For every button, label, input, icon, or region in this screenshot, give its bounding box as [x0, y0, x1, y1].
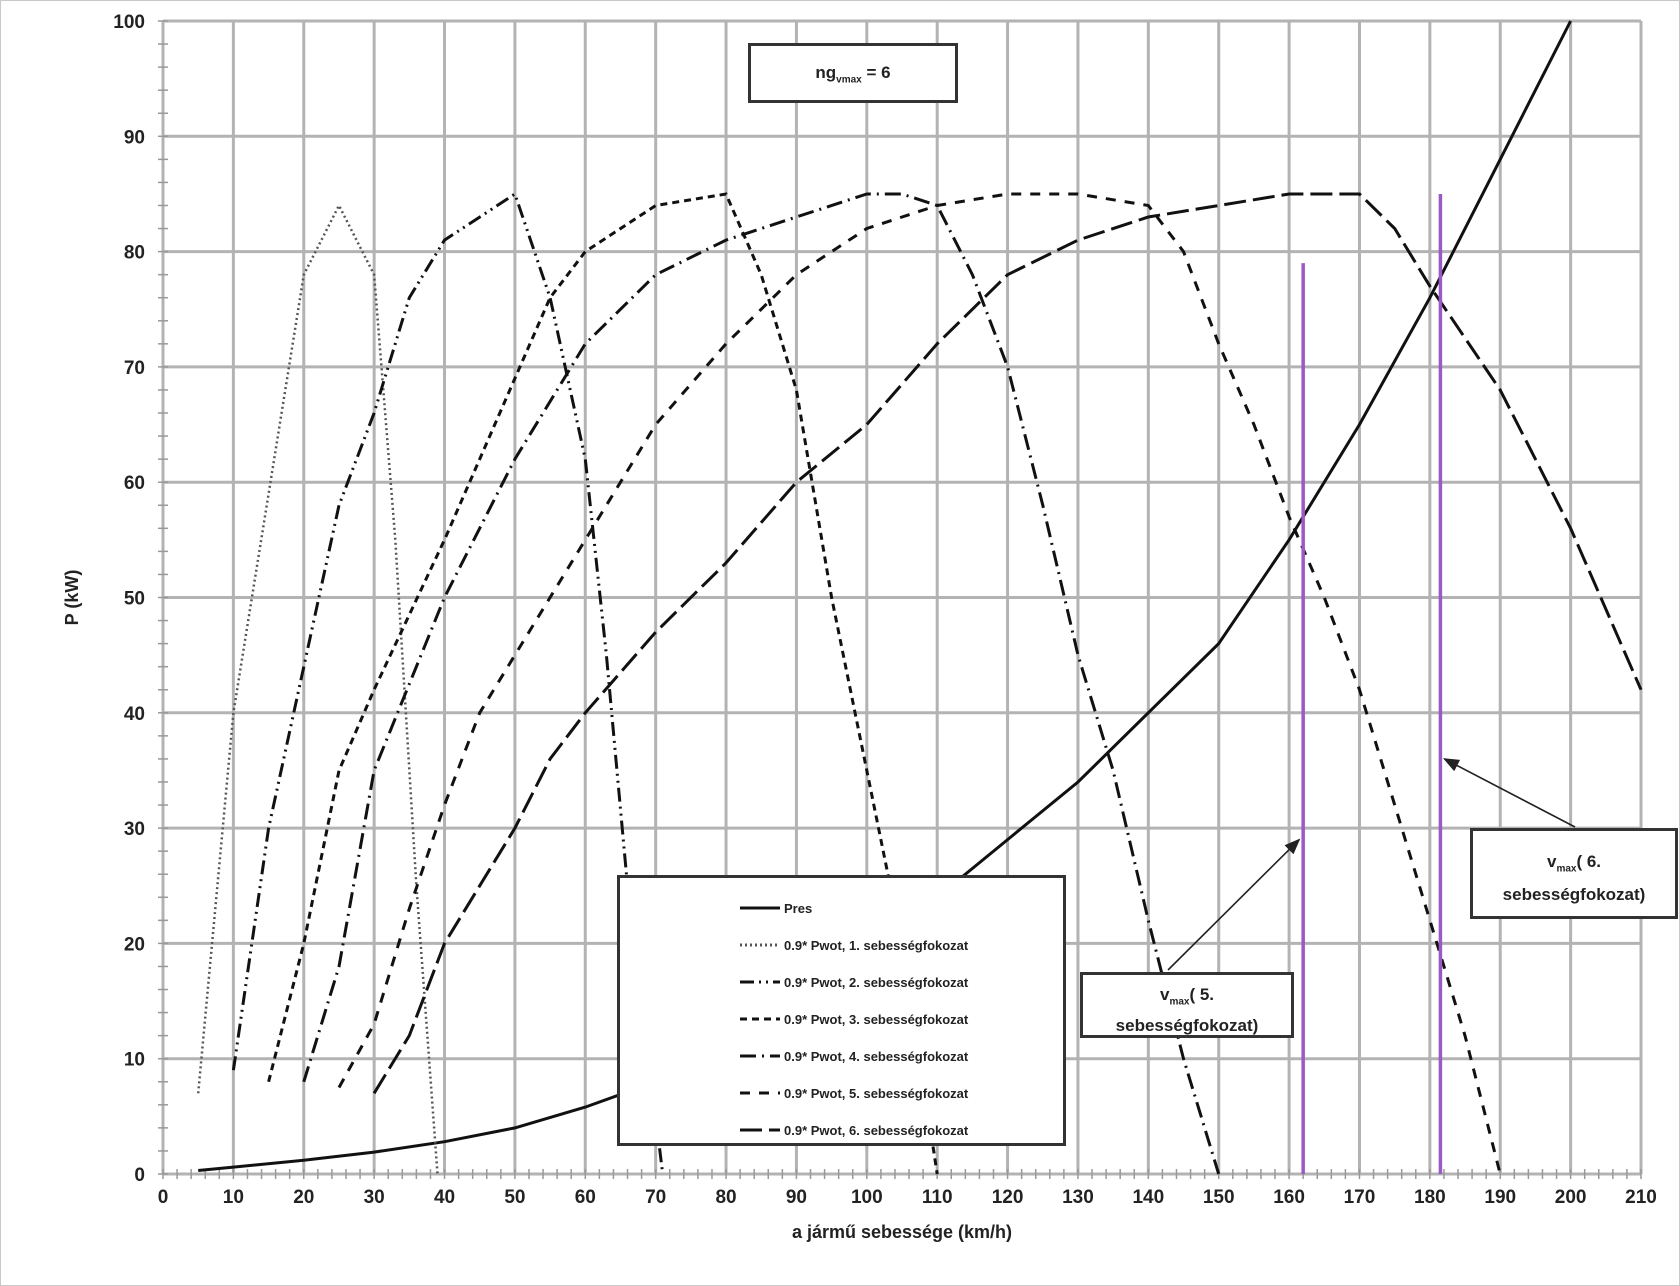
series-line-5 — [337, 192, 1502, 1175]
y-axis-label: P (kW) — [62, 570, 82, 626]
x-tick-label: 160 — [1273, 1187, 1305, 1208]
series-line-4 — [302, 192, 1221, 1175]
legend-item: 0.9* Pwot, 2. sebességfokozat — [740, 972, 968, 992]
legend-item: 0.9* Pwot, 6. sebességfokozat — [740, 1120, 968, 1140]
legend-label: 0.9* Pwot, 3. sebességfokozat — [784, 1011, 969, 1027]
x-tick-label: 80 — [715, 1187, 736, 1208]
x-tick-label: 20 — [293, 1187, 314, 1208]
gear-box-sub: vmax — [836, 74, 862, 86]
x-tick-label: 100 — [851, 1187, 883, 1208]
x-tick-label: 60 — [575, 1187, 596, 1208]
x-tick-label: 170 — [1344, 1187, 1376, 1208]
legend-item: 0.9* Pwot, 1. sebességfokozat — [740, 935, 968, 955]
vmax6-box: vmax( 6. sebességfokozat) — [1470, 828, 1678, 919]
legend-swatch — [740, 906, 780, 910]
series-line-1 — [196, 202, 439, 1175]
legend-label: 0.9* Pwot, 5. sebességfokozat — [784, 1085, 969, 1101]
legend-label: 0.9* Pwot, 2. sebességfokozat — [784, 974, 969, 990]
legend-swatch — [740, 943, 780, 947]
legend-swatch — [740, 1017, 780, 1021]
y-tick-label: 90 — [124, 127, 145, 148]
series-line-3 — [267, 192, 939, 1175]
x-tick-label: 30 — [364, 1187, 385, 1208]
vmax5-line2: sebességfokozat) — [1115, 1016, 1259, 1036]
gear-box-main: ng — [815, 63, 837, 82]
vmax6-main: v — [1546, 852, 1557, 871]
legend-item: Pres — [740, 898, 812, 918]
y-tick-label: 30 — [124, 819, 145, 840]
y-tick-label: 60 — [124, 473, 145, 494]
legend-swatch — [740, 1128, 780, 1132]
x-axis-label: a jármű sebessége (km/h) — [792, 1222, 1012, 1242]
x-tick-label: 210 — [1625, 1187, 1657, 1208]
x-tick-label: 110 — [922, 1187, 953, 1208]
vmax5-line1: ( 5. — [1189, 985, 1215, 1004]
series-line-6 — [372, 192, 1643, 1095]
series-line-2 — [231, 191, 665, 1175]
gear-box-rest: = 6 — [861, 63, 891, 82]
vmax6-sub: max — [1556, 863, 1577, 875]
x-tick-label: 150 — [1203, 1187, 1235, 1208]
x-tick-label: 90 — [786, 1187, 807, 1208]
legend-item: 0.9* Pwot, 4. sebességfokozat — [740, 1046, 968, 1066]
vmax5-arrow — [1167, 838, 1301, 971]
y-tick-label: 50 — [124, 589, 145, 610]
legend-swatch — [740, 980, 780, 984]
vmax6-line1: ( 6. — [1576, 852, 1602, 871]
x-tick-label: 40 — [434, 1187, 455, 1208]
legend-item: 0.9* Pwot, 5. sebességfokozat — [740, 1083, 968, 1103]
y-tick-label: 0 — [134, 1165, 145, 1186]
vmax5-sub: max — [1169, 996, 1190, 1008]
y-tick-label: 40 — [124, 704, 145, 725]
y-tick-label: 100 — [113, 12, 145, 33]
vmax6-line2: sebességfokozat) — [1502, 885, 1646, 905]
x-tick-label: 180 — [1414, 1187, 1446, 1208]
legend-swatch — [740, 1054, 780, 1058]
x-tick-label: 50 — [504, 1187, 525, 1208]
y-tick-label: 10 — [124, 1050, 145, 1071]
x-tick-label: 200 — [1555, 1187, 1587, 1208]
x-tick-label: 0 — [158, 1187, 169, 1208]
legend-label: 0.9* Pwot, 6. sebességfokozat — [784, 1122, 969, 1138]
x-tick-label: 10 — [223, 1187, 244, 1208]
y-tick-label: 20 — [124, 934, 145, 955]
y-tick-label: 70 — [124, 358, 145, 379]
vmax5-main: v — [1159, 985, 1170, 1004]
vmax6-arrow — [1442, 758, 1576, 828]
legend: Pres 0.9* Pwot, 1. sebességfokozat 0.9* Pw… — [617, 875, 1066, 1146]
x-tick-label: 140 — [1132, 1187, 1164, 1208]
x-tick-label: 130 — [1062, 1187, 1094, 1208]
legend-label: 0.9* Pwot, 4. sebességfokozat — [784, 1048, 969, 1064]
legend-swatch — [740, 1091, 780, 1095]
legend-label: Pres — [784, 900, 813, 916]
x-tick-label: 70 — [645, 1187, 666, 1208]
legend-label: 0.9* Pwot, 1. sebességfokozat — [784, 937, 969, 953]
x-tick-label: 190 — [1484, 1187, 1516, 1208]
x-tick-label: 120 — [992, 1187, 1024, 1208]
y-tick-label: 80 — [124, 243, 145, 264]
legend-item: 0.9* Pwot, 3. sebességfokozat — [740, 1009, 968, 1029]
gear-count-box: ngvmax = 6 — [748, 43, 958, 103]
vmax5-box: vmax( 5. sebességfokozat) — [1080, 972, 1294, 1038]
